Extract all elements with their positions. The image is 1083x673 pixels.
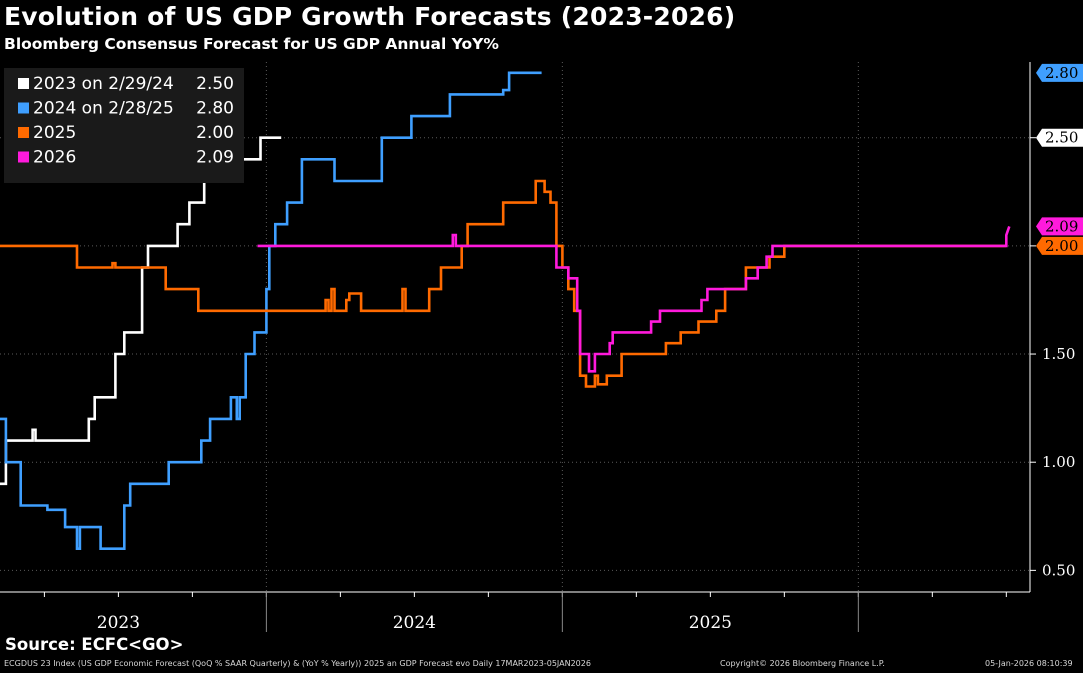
last-value-label: 2.00 — [1045, 237, 1078, 255]
x-tick-label: 2023 — [97, 613, 140, 633]
legend-label: 2026 — [33, 148, 76, 168]
last-value-label: 2.09 — [1045, 217, 1078, 235]
chart-subtitle: Bloomberg Consensus Forecast for US GDP … — [4, 35, 499, 53]
last-value-label: 2.80 — [1045, 64, 1078, 82]
y-tick-label: 1.00 — [1042, 453, 1075, 471]
legend-value: 2.50 — [196, 74, 234, 94]
series-line — [0, 71, 542, 550]
y-tick-label: 1.50 — [1042, 345, 1075, 363]
legend-value: 2.80 — [196, 99, 234, 119]
legend-swatch — [18, 78, 29, 89]
legend-value: 2.09 — [196, 148, 234, 168]
legend-label: 2025 — [33, 123, 76, 143]
last-value-flag — [1036, 236, 1083, 255]
legend-label: 2024 on 2/28/25 — [33, 99, 174, 119]
legend-label: 2023 on 2/29/24 — [33, 74, 174, 94]
last-value-flag — [1036, 63, 1083, 82]
legend-swatch — [18, 127, 29, 138]
legend-box — [4, 68, 244, 183]
legend-swatch — [18, 151, 29, 163]
y-tick-label: 0.50 — [1042, 561, 1075, 579]
legend-swatch — [18, 102, 29, 114]
series-line — [257, 225, 1011, 373]
x-tick-label: 2024 — [393, 613, 436, 633]
chart-title: Evolution of US GDP Growth Forecasts (20… — [4, 2, 736, 31]
x-tick-label: 2025 — [689, 613, 732, 633]
last-value-label: 2.50 — [1045, 129, 1078, 147]
footer-copyright: Copyright© 2026 Bloomberg Finance L.P. — [720, 659, 885, 668]
footer-timestamp: 05-Jan-2026 08:10:39 — [985, 659, 1073, 668]
last-value-flag — [1036, 217, 1083, 236]
last-value-flag — [1036, 128, 1083, 147]
source-label: Source: ECFC<GO> — [5, 635, 184, 654]
footer-description: ECGDUS 23 Index (US GDP Economic Forecas… — [4, 659, 591, 668]
legend-value: 2.00 — [196, 123, 234, 143]
series-line — [0, 179, 1007, 388]
